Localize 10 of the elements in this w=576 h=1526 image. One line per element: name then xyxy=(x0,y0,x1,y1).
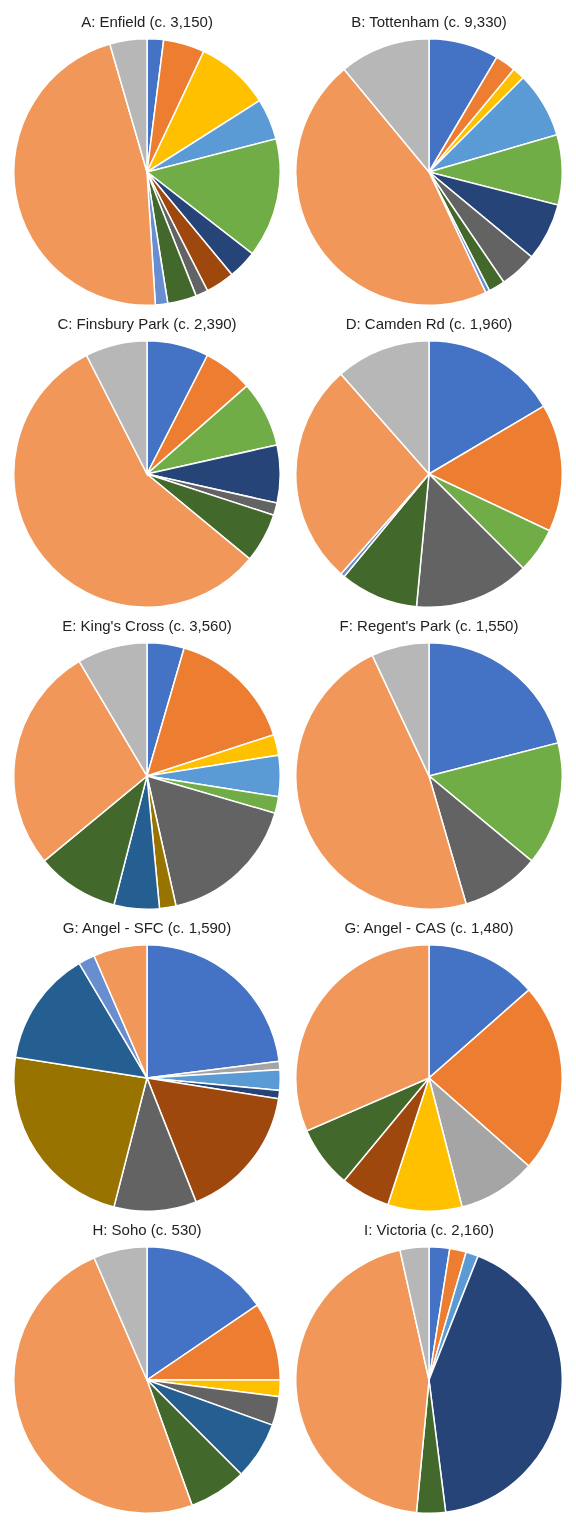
chart-title: E: King's Cross (c. 3,560) xyxy=(62,617,232,635)
chart-title: B: Tottenham (c. 9,330) xyxy=(351,13,507,31)
chart-title: F: Regent's Park (c. 1,550) xyxy=(339,617,519,635)
chart-title: D: Camden Rd (c. 1,960) xyxy=(345,315,513,333)
chart-title: G: Angel - SFC (c. 1,590) xyxy=(62,919,232,937)
chart-title: A: Enfield (c. 3,150) xyxy=(81,13,213,31)
chart-title: I: Victoria (c. 2,160) xyxy=(364,1221,494,1239)
chart-title: G: Angel - CAS (c. 1,480) xyxy=(344,919,514,937)
chart-title: C: Finsbury Park (c. 2,390) xyxy=(57,315,237,333)
chart-title: H: Soho (c. 530) xyxy=(92,1221,202,1239)
